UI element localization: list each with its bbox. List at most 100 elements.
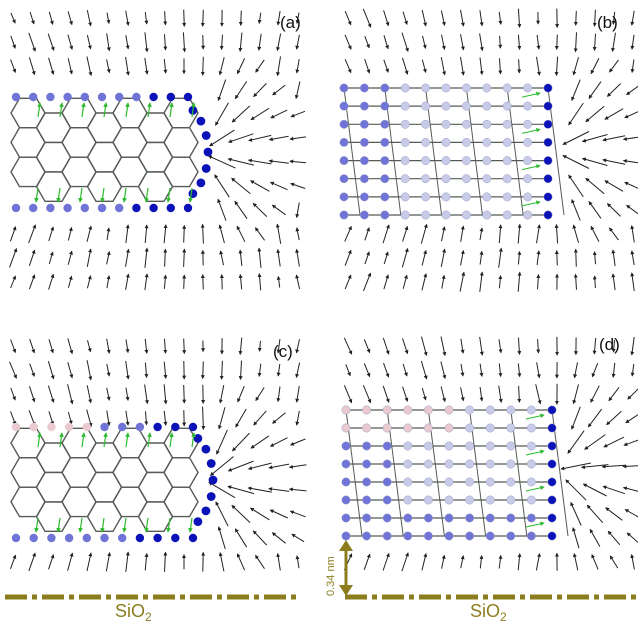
dipole-arrow — [81, 102, 86, 118]
atom — [461, 83, 471, 93]
field-arrow — [364, 251, 370, 265]
atom — [359, 174, 369, 184]
atom — [506, 441, 516, 451]
field-arrow — [67, 362, 74, 379]
field-arrow — [87, 340, 92, 353]
atom — [341, 459, 351, 469]
field-arrow — [106, 410, 111, 427]
field-arrow — [606, 83, 621, 97]
field-arrow — [219, 360, 224, 380]
field-arrow — [236, 58, 246, 75]
field-arrow — [182, 338, 187, 355]
field-arrow — [227, 485, 255, 495]
hexagon-ring — [163, 457, 199, 488]
dipole-arrow — [103, 432, 108, 448]
field-arrow — [125, 361, 130, 380]
field-arrow — [182, 32, 187, 53]
field-arrow — [562, 131, 590, 145]
field-arrow — [479, 227, 484, 241]
field-arrow — [401, 552, 409, 572]
field-arrow — [383, 274, 390, 290]
field-arrow — [572, 553, 579, 571]
field-arrow — [236, 225, 246, 243]
atom — [465, 495, 475, 505]
atom — [482, 156, 492, 166]
field-arrow — [344, 59, 352, 74]
field-arrow — [47, 385, 55, 403]
atom — [171, 422, 180, 432]
field-arrow — [623, 439, 638, 447]
atom — [47, 533, 56, 543]
atom — [485, 495, 495, 505]
atom — [400, 137, 410, 147]
atom — [382, 531, 392, 541]
field-arrow — [624, 111, 638, 119]
field-arrow — [125, 387, 130, 401]
field-arrow — [498, 363, 503, 378]
atom — [132, 92, 141, 102]
atom — [11, 203, 21, 213]
field-arrow — [571, 79, 581, 102]
field-arrow — [344, 249, 352, 266]
field-arrow — [295, 410, 300, 426]
field-arrow — [295, 555, 300, 569]
atom — [423, 405, 433, 415]
field-arrow — [125, 224, 130, 244]
field-arrow — [144, 273, 149, 291]
atom — [502, 192, 512, 202]
field-arrow — [257, 247, 262, 268]
nanoribbon-top-view — [10, 92, 213, 213]
field-arrow — [106, 12, 111, 25]
field-arrow — [630, 363, 635, 377]
field-arrow — [440, 10, 446, 27]
atom — [423, 513, 433, 523]
field-arrows — [9, 337, 307, 572]
gap-label: 0.34 nm — [325, 556, 337, 596]
hexagon-ring — [86, 141, 123, 173]
field-arrow — [536, 339, 541, 354]
field-arrow — [630, 553, 635, 570]
field-arrow — [382, 224, 390, 244]
field-arrow — [517, 271, 522, 292]
field-arrow — [106, 59, 111, 74]
field-arrow — [584, 434, 606, 450]
field-arrow — [276, 386, 281, 403]
atom — [523, 174, 533, 184]
field-arrow — [163, 384, 168, 405]
field-arrow — [238, 337, 243, 356]
atom — [400, 210, 410, 220]
field-arrow — [479, 250, 484, 265]
field-arrow — [201, 406, 206, 431]
field-arrow — [48, 411, 55, 426]
atom — [506, 531, 516, 541]
dipole-arrow — [34, 517, 39, 533]
field-arrow — [200, 9, 205, 27]
atom — [80, 92, 90, 102]
field-arrow — [498, 11, 503, 25]
field-arrow — [364, 58, 371, 74]
field-arrow — [227, 157, 254, 166]
field-arrow — [106, 387, 111, 401]
atom — [485, 531, 495, 541]
atom — [444, 531, 454, 541]
field-arrow — [605, 507, 623, 521]
field-arrow — [295, 339, 300, 354]
atom — [526, 477, 536, 487]
field-arrow — [568, 102, 584, 126]
atom — [341, 423, 351, 433]
atom — [547, 405, 557, 415]
field-arrow — [10, 35, 16, 49]
dipole-arrow — [144, 187, 149, 203]
atom — [421, 192, 431, 202]
field-arrow — [234, 200, 248, 219]
atom — [362, 459, 372, 469]
field-arrow — [10, 411, 17, 426]
atom — [547, 423, 557, 433]
field-arrow — [182, 248, 187, 267]
field-arrow — [257, 340, 262, 352]
field-arrow — [163, 274, 168, 289]
atom — [441, 137, 451, 147]
field-arrow — [604, 108, 624, 120]
field-arrow — [249, 507, 270, 521]
atom — [403, 423, 413, 433]
